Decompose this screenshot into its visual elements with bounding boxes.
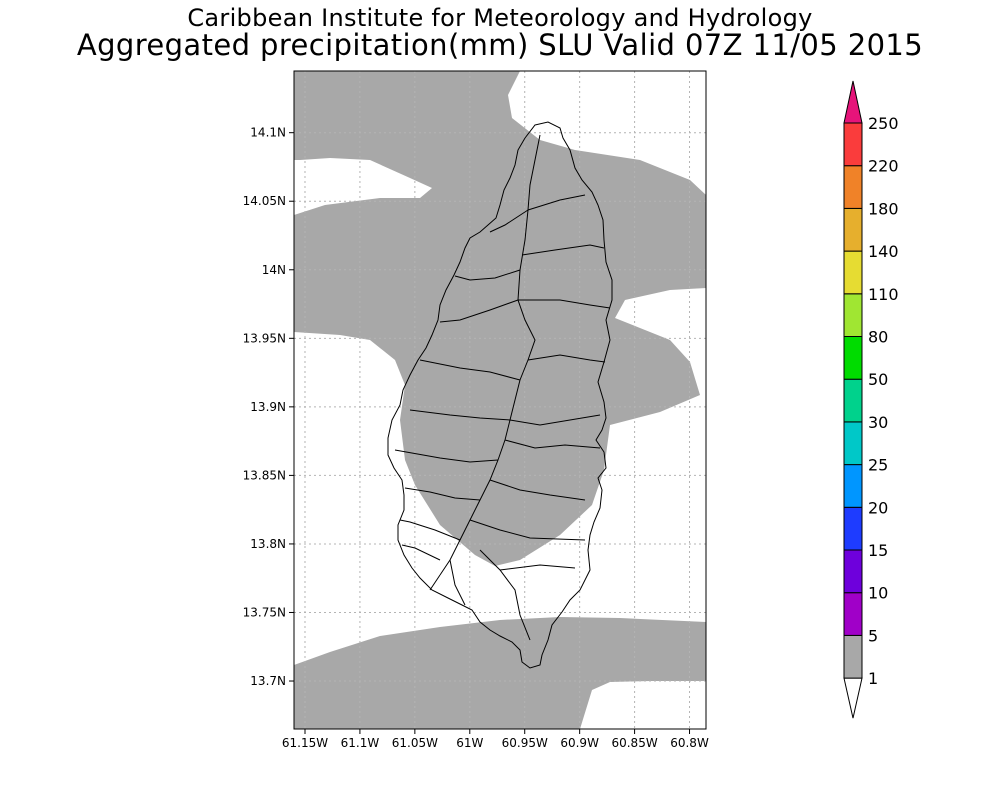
- watershed-boundary: [404, 487, 481, 501]
- colorbar-segment: [843, 634, 863, 679]
- colorbar-label: 1: [868, 669, 878, 688]
- lat-tick-label: 13.85N: [243, 468, 286, 482]
- colorbar-label: 180: [868, 199, 899, 218]
- colorbar-label: 25: [868, 456, 888, 475]
- colorbar-segment: [843, 464, 863, 508]
- island-coastline: [387, 121, 613, 669]
- lat-tick-label: 14N: [262, 263, 286, 277]
- colorbar-segment: [843, 122, 863, 167]
- lon-tick-label: 61W: [456, 736, 483, 750]
- watershed-boundary: [527, 354, 606, 363]
- watershed-boundary: [479, 549, 531, 641]
- lon-tick-label: 61.1W: [341, 736, 380, 750]
- colorbar-label: 250: [868, 114, 899, 133]
- lat-tick-label: 13.95N: [243, 331, 286, 345]
- watershed-boundary: [527, 194, 586, 211]
- lon-tick-label: 60.8W: [670, 736, 709, 750]
- watershed-boundary: [509, 414, 601, 426]
- colorbar-segment: [843, 421, 863, 466]
- southern-precip-band: [294, 617, 706, 729]
- watershed-boundary: [499, 564, 576, 571]
- colorbar-label: 110: [868, 285, 899, 304]
- colorbar-label: 20: [868, 498, 888, 517]
- lat-tick-label: 13.75N: [243, 605, 286, 619]
- watershed-boundary: [429, 574, 441, 591]
- colorbar-label: 10: [868, 584, 888, 603]
- watershed-boundary: [419, 359, 521, 381]
- watershed-boundary: [401, 544, 441, 561]
- watershed-boundary: [489, 209, 529, 233]
- watershed-boundary: [504, 439, 601, 449]
- axis-ticks: [289, 132, 691, 734]
- watershed-boundary: [399, 519, 461, 541]
- lat-tick-label: 13.8N: [250, 537, 286, 551]
- watershed-boundary: [521, 244, 605, 256]
- colorbar-segment: [843, 378, 863, 423]
- lon-tick-label: 61.05W: [392, 736, 438, 750]
- lat-tick-label: 13.9N: [250, 400, 286, 414]
- colorbar-label: 140: [868, 242, 899, 261]
- lat-tick-label: 14.05N: [243, 194, 286, 208]
- chart-title: Caribbean Institute for Meteorology and …: [187, 4, 813, 32]
- lon-tick-label: 60.85W: [611, 736, 657, 750]
- watershed-boundary: [394, 449, 499, 463]
- colorbar-segment: [843, 336, 863, 380]
- watershed-boundary: [469, 519, 586, 541]
- latitude-tick-labels: 14.1N 14.05N 14N 13.95N 13.9N 13.85N 13.8N 13.7…: [243, 126, 286, 688]
- longitude-tick-labels: 61.15W 61.1W 61.05W 61W 60.95W 60.9W 60.85W 60.…: [282, 736, 709, 750]
- watershed-boundary: [439, 299, 519, 323]
- map-gridlines: [294, 71, 706, 729]
- colorbar-segment: [843, 506, 863, 551]
- colorbar-segment: [843, 207, 863, 252]
- colorbar-segment: [843, 549, 863, 594]
- lat-tick-label: 14.1N: [250, 126, 286, 140]
- watershed-boundary: [454, 269, 521, 281]
- chart-subtitle: Aggregated precipitation(mm) SLU Valid 0…: [76, 28, 924, 62]
- northern-precip-band: [294, 71, 706, 566]
- colorbar-segment: [843, 165, 863, 209]
- watershed-boundary: [449, 559, 466, 606]
- saint-lucia-island: [387, 121, 613, 669]
- colorbar-label: 5: [868, 626, 878, 645]
- lon-tick-label: 61.15W: [282, 736, 328, 750]
- watershed-boundary: [518, 299, 611, 309]
- colorbar-label: 80: [868, 328, 888, 347]
- colorbar-segment: [843, 592, 863, 636]
- colorbar-lower-triangle: [843, 677, 863, 719]
- colorbar-label: 30: [868, 413, 888, 432]
- colorbar-label: 50: [868, 370, 888, 389]
- lon-tick-label: 60.95W: [502, 736, 548, 750]
- watershed-boundary: [409, 409, 511, 421]
- watershed-boundary: [489, 479, 586, 501]
- precipitation-shading: [294, 71, 706, 729]
- lon-tick-label: 60.9W: [560, 736, 599, 750]
- colorbar-upper-triangle: [843, 80, 863, 124]
- colorbar-label: 15: [868, 541, 888, 560]
- colorbar-segment: [843, 293, 863, 337]
- colorbar-label: 220: [868, 157, 899, 176]
- map-frame: [293, 70, 707, 730]
- lat-tick-label: 13.7N: [250, 674, 286, 688]
- colorbar-segment: [843, 250, 863, 295]
